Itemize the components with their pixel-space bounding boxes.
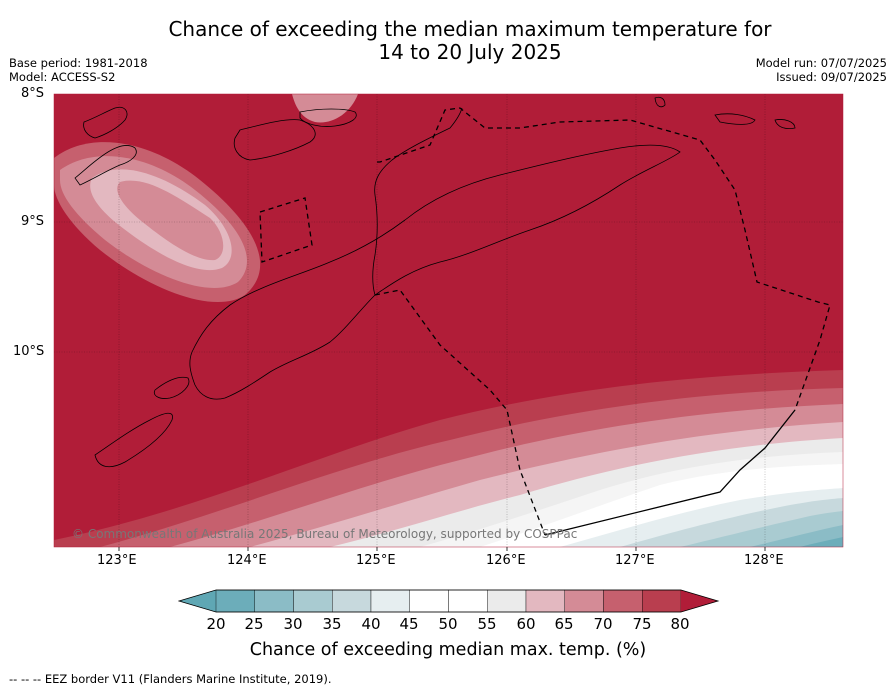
cb-tick-45: 45 xyxy=(399,615,419,633)
axis-ticks xyxy=(118,547,766,551)
colorbar-cell xyxy=(215,589,255,613)
colorbar-cell xyxy=(332,589,372,613)
coastlines xyxy=(74,96,796,468)
colorbar-cell xyxy=(370,589,410,613)
title-line-2: 14 to 20 July 2025 xyxy=(378,40,562,64)
nw-lighter-blob xyxy=(54,142,261,303)
lon-label-128e: 128°E xyxy=(744,553,784,568)
colorbar-cell xyxy=(448,589,488,613)
colorbar-extend-low xyxy=(179,590,216,612)
colorbar-cell xyxy=(293,589,333,613)
model-run: Model run: 07/07/2025 xyxy=(755,56,887,70)
cb-tick-65: 65 xyxy=(554,615,574,633)
eez-borders xyxy=(259,107,831,536)
cb-tick-80: 80 xyxy=(670,615,690,633)
lon-label-125e: 125°E xyxy=(356,553,396,568)
eez-legend-note: -- -- -- EEZ border V11 (Flanders Marine… xyxy=(9,672,332,686)
map-title: Chance of exceeding the median maximum t… xyxy=(0,18,896,64)
lat-label-8s: 8°S xyxy=(21,86,45,101)
north-lighter-patch xyxy=(292,94,358,123)
map-plot-area xyxy=(54,94,843,547)
cb-tick-75: 75 xyxy=(632,615,652,633)
cb-tick-30: 30 xyxy=(283,615,303,633)
meta-right: Model run: 07/07/2025 Issued: 09/07/2025 xyxy=(756,56,887,84)
colorbar-cell xyxy=(564,589,604,613)
colorbar-cell xyxy=(603,589,643,613)
lon-label-124e: 124°E xyxy=(227,553,267,568)
issued-date: Issued: 09/07/2025 xyxy=(776,70,887,84)
colorbar-cell xyxy=(254,589,294,613)
model-name: Model: ACCESS-S2 xyxy=(9,70,116,84)
cb-tick-70: 70 xyxy=(593,615,613,633)
cb-tick-25: 25 xyxy=(244,615,264,633)
cb-tick-20: 20 xyxy=(206,615,226,633)
cb-tick-35: 35 xyxy=(322,615,342,633)
colorbar-cell xyxy=(487,589,527,613)
colorbar-title: Chance of exceeding median max. temp. (%… xyxy=(249,640,647,660)
lon-label-127e: 127°E xyxy=(615,553,655,568)
copyright-notice: © Commonwealth of Australia 2025, Bureau… xyxy=(72,527,578,541)
colorbar-cell xyxy=(642,589,682,613)
lon-label-123e: 123°E xyxy=(97,553,137,568)
cb-tick-40: 40 xyxy=(361,615,381,633)
lat-label-9s: 9°S xyxy=(21,214,45,229)
lat-label-10s: 10°S xyxy=(13,344,45,359)
cb-tick-55: 55 xyxy=(477,615,497,633)
base-period: Base period: 1981-2018 xyxy=(9,56,148,70)
colorbar-cell xyxy=(409,589,449,613)
eez-solid-border xyxy=(544,409,796,536)
cb-tick-60: 60 xyxy=(516,615,536,633)
title-line-1: Chance of exceeding the median maximum t… xyxy=(168,17,772,41)
cb-tick-50: 50 xyxy=(438,615,458,633)
meta-left: Base period: 1981-2018 Model: ACCESS-S2 xyxy=(9,56,148,84)
colorbar xyxy=(178,589,720,613)
colorbar-extend-high xyxy=(681,590,718,612)
lon-label-126e: 126°E xyxy=(486,553,526,568)
map-frame xyxy=(53,93,844,548)
colorbar-cell xyxy=(525,589,565,613)
gridlines xyxy=(54,94,843,547)
